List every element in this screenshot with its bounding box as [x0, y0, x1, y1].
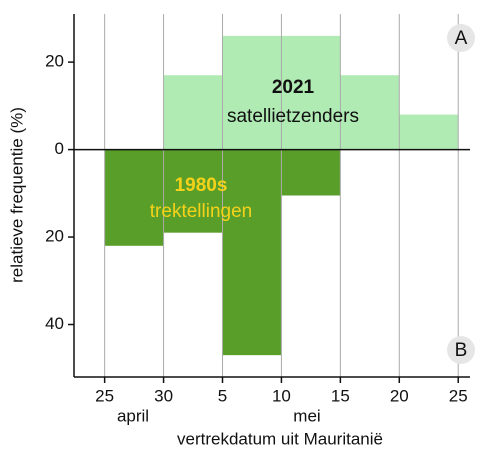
panel-badge — [447, 336, 475, 364]
x-tick-label: 10 — [272, 386, 291, 405]
series-year: 2021 — [272, 77, 315, 98]
y-tick-label: 0 — [55, 139, 64, 158]
series-name: trektellingen — [150, 201, 252, 222]
y-tick-label: 20 — [45, 227, 64, 246]
y-tick-label: 20 — [45, 52, 64, 71]
x-tick-label: 5 — [218, 386, 227, 405]
x-tick-label: 25 — [95, 386, 114, 405]
x-axis-title: vertrekdatum uit Mauritanië — [177, 429, 383, 448]
panel-label: A — [455, 28, 468, 49]
y-tick-label: 40 — [45, 314, 64, 333]
month-label: april — [117, 406, 149, 425]
panel-badge — [447, 24, 475, 52]
bar — [222, 149, 282, 356]
bar — [104, 149, 164, 246]
bar — [340, 75, 400, 150]
bar — [222, 35, 282, 150]
x-tick-label: 15 — [331, 386, 350, 405]
bar — [399, 114, 459, 150]
series-name: satellietzenders — [227, 106, 359, 127]
y-axis-title: relatieve frequentie (%) — [7, 107, 26, 283]
bar — [163, 149, 223, 233]
bar — [281, 149, 341, 196]
bar — [163, 75, 223, 150]
month-label: mei — [293, 406, 320, 425]
series-year: 1980s — [175, 175, 228, 196]
bar — [281, 35, 341, 150]
x-tick-label: 25 — [449, 386, 468, 405]
x-tick-label: 30 — [154, 386, 173, 405]
x-tick-label: 20 — [390, 386, 409, 405]
panel-label: B — [455, 340, 468, 361]
